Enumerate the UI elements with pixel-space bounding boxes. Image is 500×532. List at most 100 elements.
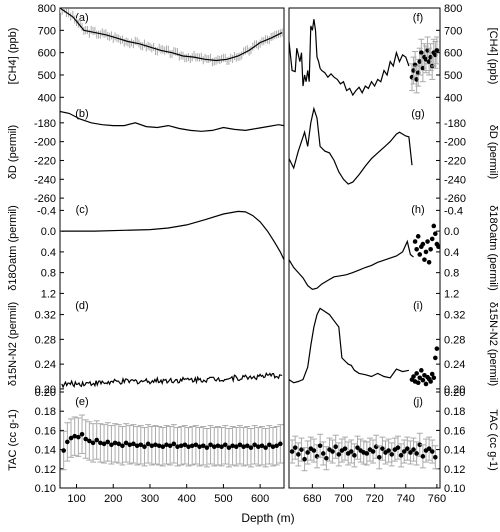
data-point-h [420,241,426,247]
data-point-e [244,443,250,449]
plot-area-e [60,414,284,471]
y-tick-label: 800 [38,3,56,15]
data-point-e [237,442,243,448]
y-tick-label: 1.2 [444,288,459,300]
series-line-g [289,106,413,185]
data-point-h [433,231,438,237]
data-point-j [414,451,419,456]
y-tick-label: 600 [444,48,462,60]
y-axis-label-g: δD (permil) [487,125,499,179]
y-axis-label-b: δD (permil) [7,125,19,179]
data-point-e [112,440,118,446]
x-tick-label: 720 [365,493,383,505]
data-point-j [408,450,413,455]
data-point-e [138,442,144,448]
data-point-e [226,445,232,450]
data-point-e [200,443,206,449]
y-tick-label: 700 [444,25,462,37]
data-point-e [219,444,224,450]
data-point-j [292,445,298,450]
y-tick-label: 800 [444,3,462,15]
series-line-h [289,239,414,290]
plot-area-a [60,8,283,67]
plot-area-h [289,223,440,290]
plot-area-d [61,371,283,389]
data-point-h [417,252,423,257]
y-tick-label: 0.10 [444,483,465,495]
data-point-j [302,456,307,462]
data-point-e [149,443,155,449]
panel-e: (e) 0.10 0.12 0.14 0.16 0.18 0.20 TAC (cc g-1) [7,387,284,495]
x-tick-label: 200 [104,493,122,505]
data-point-e [182,442,188,448]
data-point-e [164,442,169,448]
y-tick-label: 0.16 [35,425,56,437]
data-point-i [411,374,416,379]
data-point-j [401,449,407,454]
data-point-i [428,379,433,384]
data-point-e [233,444,239,450]
data-point-e [175,444,180,450]
y-tick-label: -220 [444,155,466,167]
y-tick-label: 0.32 [444,310,465,322]
y-tick-label: -260 [444,193,466,205]
data-point-e [252,442,257,448]
series-line-f [289,19,410,97]
data-point-e [72,433,77,439]
x-tick-label: 300 [141,493,159,505]
data-point-h [428,246,433,252]
data-point-i [434,346,440,351]
data-point-h [436,244,440,250]
x-axis-title-group: Depth (m) [241,511,294,525]
data-point-f [434,48,440,53]
plot-area-i [289,307,440,387]
x-tick-label: 680 [303,493,321,505]
panel-h: (h) -0.4 0.0 0.4 0.8 1.2 δ18Oatm (permil) [289,204,499,300]
data-point-e [178,443,184,449]
data-point-e [248,445,254,450]
data-point-j [429,449,435,454]
y-tick-label: 0.20 [35,384,56,396]
data-point-e [204,445,210,450]
data-point-e [267,442,272,448]
panel-letter-j: (j) [413,396,423,408]
data-point-e [186,444,191,450]
y-axis-label-j: TAC (cc g-1) [487,409,499,471]
data-point-e [120,443,125,449]
data-point-e [274,443,279,449]
y-tick-label: -220 [34,155,56,167]
data-point-e [171,441,177,447]
plot-area-f [289,19,440,97]
data-point-j [330,449,335,454]
data-point-j [355,445,360,450]
panel-i: (i) 0.20 0.24 0.28 0.32 δ15N-N2 (permil) [289,300,499,396]
y-tick-label: 500 [444,70,462,82]
data-point-e [98,440,103,446]
series-line-d [61,371,283,389]
panel-letter-i: (i) [413,300,423,312]
data-point-e [241,444,246,450]
x-tick-label: 400 [178,493,196,505]
panel-letter-f: (f) [413,12,423,24]
data-point-i [417,375,423,381]
data-point-j [305,450,310,455]
data-point-e [259,443,265,449]
y-tick-label: 700 [38,25,56,37]
data-point-e [127,442,133,448]
panel-letter-h: (h) [411,204,424,216]
data-point-j [373,444,379,450]
data-point-j [342,446,348,451]
data-point-e [87,438,92,444]
y-tick-label: 0.16 [444,425,465,437]
data-point-e [197,444,202,450]
data-point-j [398,453,404,458]
x-tick-label: 700 [334,493,352,505]
panel-f: (f) 400 500 600 700 800 [CH4] (ppb) [289,3,499,104]
data-point-h [429,236,435,242]
data-point-h [414,246,419,252]
y-tick-label: -240 [444,174,466,186]
y-tick-label: 0.20 [35,387,56,399]
y-tick-label: 0.18 [35,406,56,418]
y-axis-label-h: δ18Oatm (permil) [487,205,499,291]
data-point-i [415,380,421,386]
